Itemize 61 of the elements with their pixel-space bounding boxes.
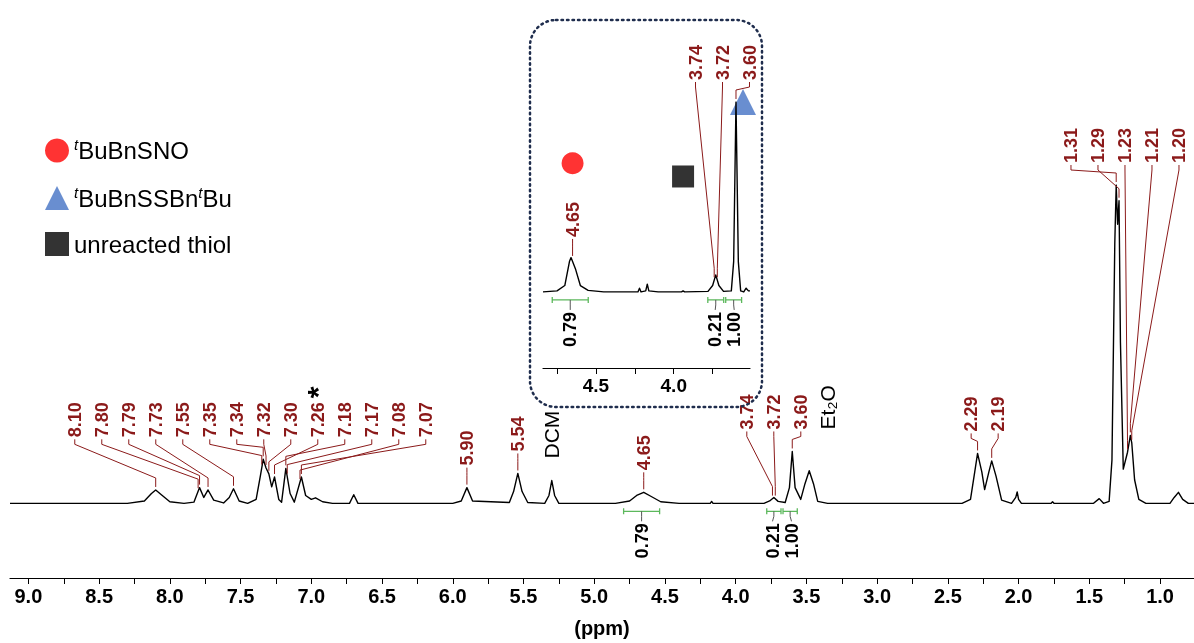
annotation: 3.60	[739, 44, 760, 80]
x-tick-label: 3.5	[792, 585, 821, 607]
x-tick-label: 7.0	[297, 585, 326, 607]
annotation: 2.29	[961, 396, 982, 432]
x-tick-label: 5.5	[509, 585, 538, 607]
x-tick-label: 6.0	[438, 585, 467, 607]
annotation: 4.65	[562, 201, 583, 237]
annotation: 5.54	[507, 416, 528, 452]
annotation: 7.80	[91, 402, 112, 438]
annotation: 7.18	[334, 402, 355, 438]
annotation: 1.21	[1141, 127, 1162, 163]
annotation: 7.07	[415, 402, 436, 438]
x-tick-label: 8.0	[155, 585, 184, 607]
annotation: 1.31	[1060, 127, 1081, 163]
annotation: 7.35	[199, 402, 220, 438]
annotation: 0.79	[631, 523, 652, 559]
annotation: 7.79	[118, 402, 139, 438]
legend-label: unreacted thiol	[74, 230, 232, 258]
x-tick-label: 4.5	[651, 585, 679, 607]
annotation: 3.72	[763, 394, 784, 430]
annotation: *	[301, 386, 335, 399]
annotation: 7.17	[361, 402, 382, 438]
annotation: 1.29	[1087, 127, 1108, 163]
annotation: Et₂O	[816, 385, 840, 430]
annotation: 3.60	[790, 394, 811, 430]
annotation: 1.00	[781, 523, 802, 559]
annotation: 8.10	[64, 402, 85, 438]
x-tick-label: 4.5	[582, 375, 610, 396]
annotation: 3.74	[685, 44, 706, 80]
x-tick-label: 1.0	[1146, 585, 1174, 607]
x-tick-label: 6.5	[368, 585, 396, 607]
x-tick-label: 2.0	[1004, 585, 1033, 607]
annotation: 0.79	[560, 311, 581, 347]
annotation: 2.19	[988, 396, 1009, 432]
x-axis-title: (ppm)	[574, 617, 630, 639]
annotation: 0.21	[705, 311, 726, 347]
x-tick-label: 1.5	[1075, 585, 1104, 607]
annotation: 1.00	[724, 311, 745, 347]
x-tick-label: 8.5	[85, 585, 114, 607]
x-tick-label: 7.5	[226, 585, 255, 607]
x-tick-label: 4.0	[660, 375, 687, 396]
annotation: 7.34	[226, 402, 247, 438]
annotation: 7.30	[280, 402, 301, 438]
annotation: 1.20	[1168, 127, 1189, 163]
annotation: DCM	[540, 410, 564, 459]
annotation: 7.73	[145, 402, 166, 438]
x-tick-label: 4.0	[721, 585, 750, 607]
annotation: 0.21	[762, 523, 783, 559]
annotation: 5.90	[456, 430, 477, 466]
annotation: 3.72	[712, 44, 733, 80]
annotation: 7.08	[388, 402, 409, 438]
x-tick-label: 5.0	[580, 585, 609, 607]
annotation: 7.26	[307, 402, 328, 438]
x-tick-label: 2.5	[933, 585, 962, 607]
annotation: 1.23	[1114, 127, 1135, 163]
x-tick-label: 9.0	[14, 585, 43, 607]
x-tick-label: 3.0	[863, 585, 892, 607]
annotation: 7.32	[253, 402, 274, 438]
annotation: 7.55	[172, 402, 193, 438]
annotation: 4.65	[633, 435, 654, 471]
annotation: 3.74	[736, 394, 757, 430]
